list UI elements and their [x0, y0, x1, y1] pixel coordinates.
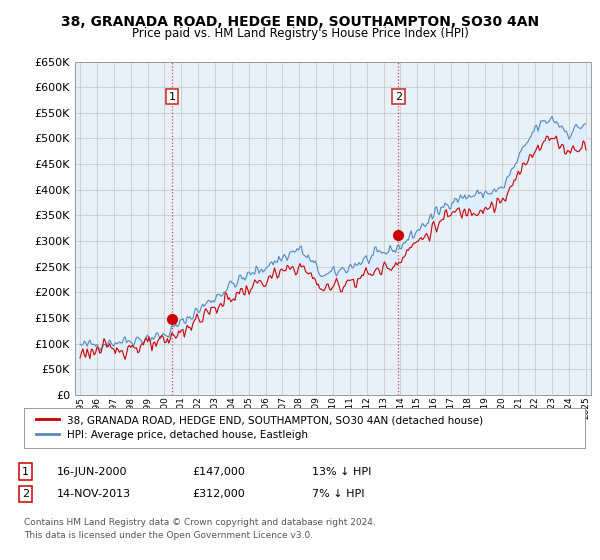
Text: Contains HM Land Registry data © Crown copyright and database right 2024.
This d: Contains HM Land Registry data © Crown c…	[24, 518, 376, 539]
Text: 1: 1	[22, 466, 29, 477]
Text: 1: 1	[169, 92, 176, 101]
Text: 2: 2	[22, 489, 29, 499]
Text: £312,000: £312,000	[192, 489, 245, 499]
Text: 14-NOV-2013: 14-NOV-2013	[57, 489, 131, 499]
Text: £147,000: £147,000	[192, 466, 245, 477]
Text: 2: 2	[395, 92, 402, 101]
Text: 16-JUN-2000: 16-JUN-2000	[57, 466, 128, 477]
Text: 13% ↓ HPI: 13% ↓ HPI	[312, 466, 371, 477]
Text: 38, GRANADA ROAD, HEDGE END, SOUTHAMPTON, SO30 4AN: 38, GRANADA ROAD, HEDGE END, SOUTHAMPTON…	[61, 15, 539, 29]
Text: 7% ↓ HPI: 7% ↓ HPI	[312, 489, 365, 499]
Text: Price paid vs. HM Land Registry's House Price Index (HPI): Price paid vs. HM Land Registry's House …	[131, 27, 469, 40]
Legend: 38, GRANADA ROAD, HEDGE END, SOUTHAMPTON, SO30 4AN (detached house), HPI: Averag: 38, GRANADA ROAD, HEDGE END, SOUTHAMPTON…	[32, 411, 488, 445]
